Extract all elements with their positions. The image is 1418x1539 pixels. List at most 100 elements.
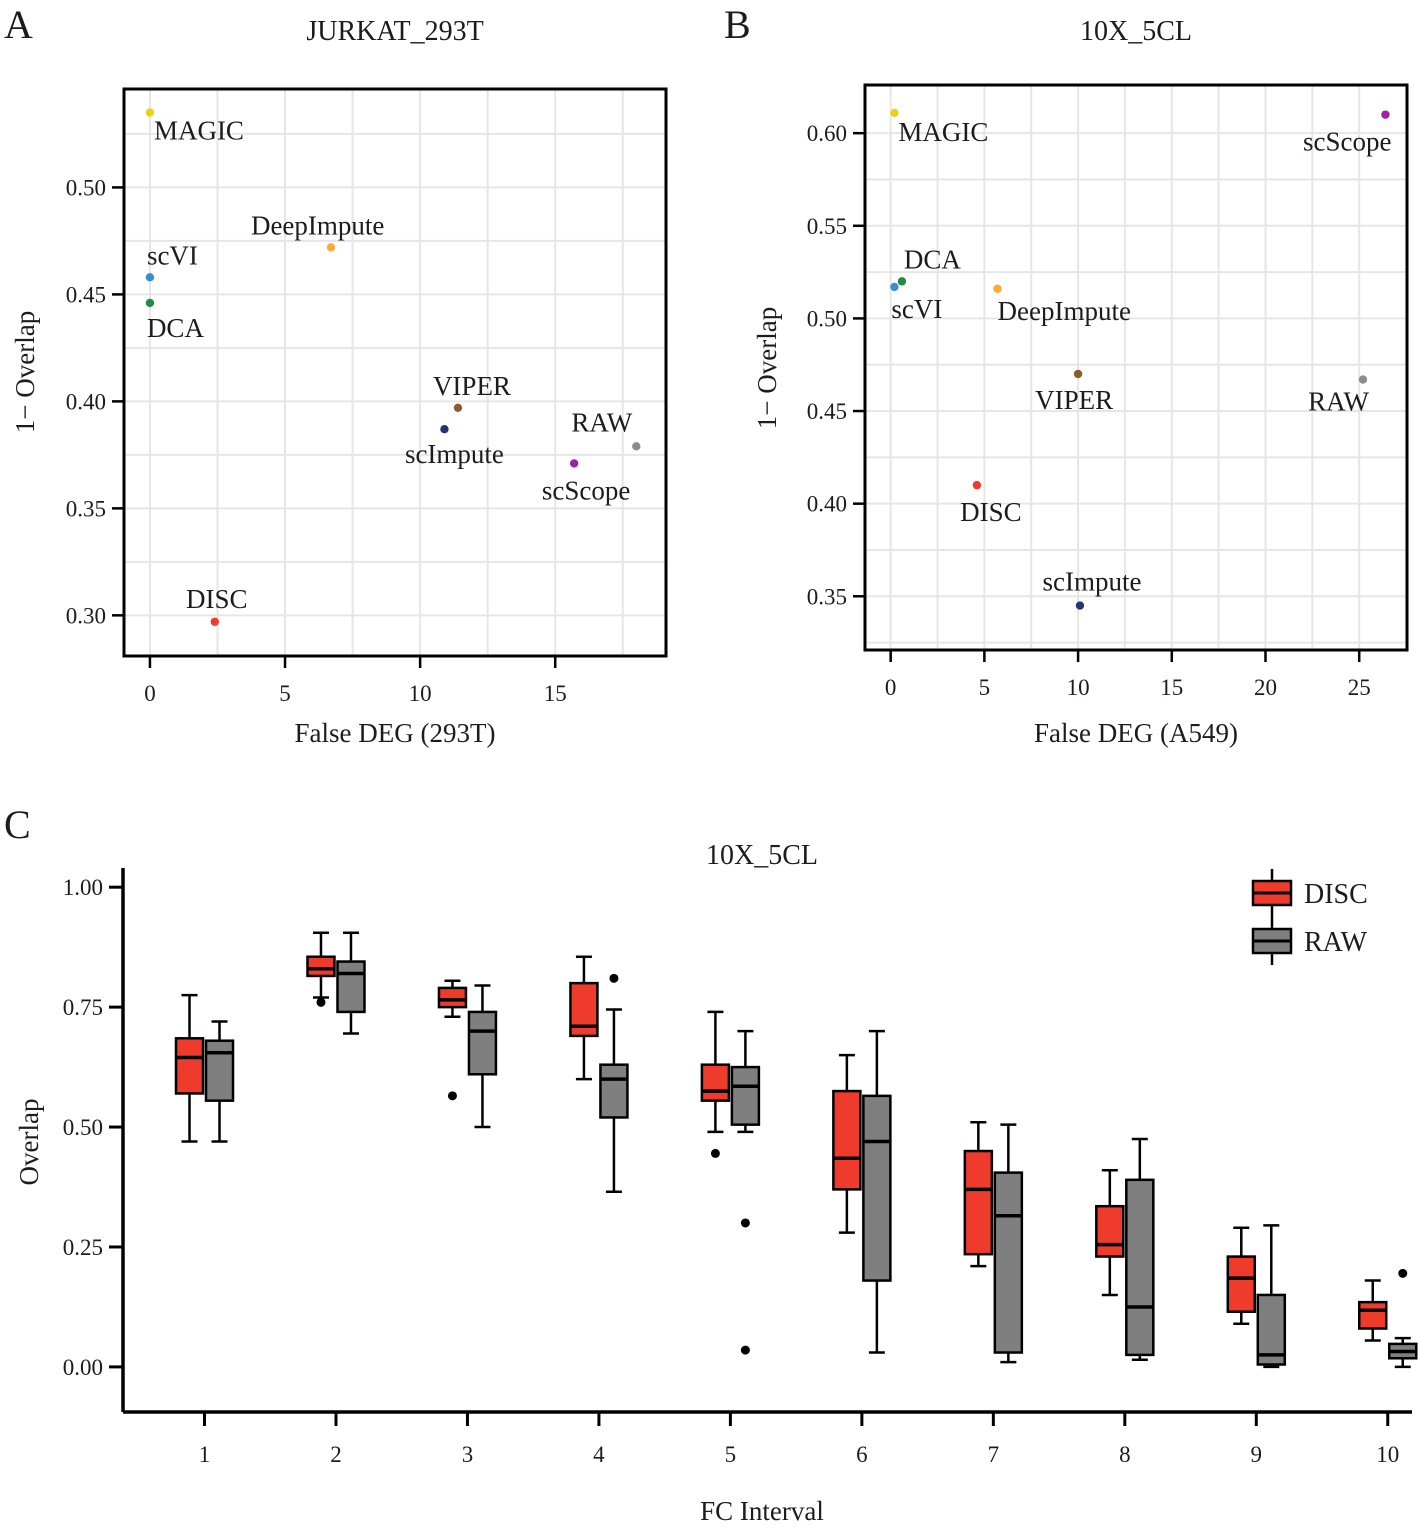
scatter-point-DeepImpute xyxy=(993,284,1002,293)
point-label-DeepImpute: DeepImpute xyxy=(251,210,384,240)
box-raw-9 xyxy=(1256,1224,1287,1369)
panel-a-plot: 0 5 10 15 0.30 0.35 0.40 0.45 0.50 MAGIC scVI DCA De… xyxy=(66,87,668,706)
y-tick-label: 0.35 xyxy=(66,496,106,521)
box-iqr xyxy=(832,1089,862,1191)
panel-c-yaxis-title: Overlap xyxy=(14,1099,44,1186)
scatter-point-scImpute xyxy=(440,425,449,434)
panel-b: B 10X_5CL 0 5 10 15 20 25 0.35 0.40 0.45 0.50 0.55… xyxy=(724,2,1409,748)
box-iqr xyxy=(1256,1293,1287,1366)
panel-a-title: JURKAT_293T xyxy=(306,16,483,47)
box-iqr xyxy=(1125,1178,1155,1357)
x-tick-label: 9 xyxy=(1251,1442,1263,1467)
x-tick-label: 5 xyxy=(279,681,291,706)
x-tick-label: 15 xyxy=(544,681,567,706)
point-label-scVI: scVI xyxy=(891,294,942,324)
panel-c-xaxis-title: FC Interval xyxy=(700,1496,824,1526)
panel-c-plot: 0.00 0.25 0.50 0.75 1.00 1 2 3 4 5 6 7 8 9 10 xyxy=(63,868,1418,1467)
box-iqr xyxy=(963,1149,994,1256)
panel-b-plot: 0 5 10 15 20 25 0.35 0.40 0.45 0.50 0.55 0.60 MAGIC s… xyxy=(807,83,1409,700)
panel-a-tag: A xyxy=(4,2,33,47)
scatter-point-DeepImpute xyxy=(326,243,336,252)
x-tick-label: 7 xyxy=(988,1442,1000,1467)
box-iqr xyxy=(204,1039,235,1102)
y-tick-label: 0.50 xyxy=(66,175,106,200)
box-disc-8 xyxy=(1095,1168,1125,1297)
legend-label-disc: DISC xyxy=(1304,879,1368,910)
box-iqr xyxy=(437,986,468,1009)
panel-c-title: 10X_5CL xyxy=(706,840,818,871)
x-tick-label: 15 xyxy=(1160,675,1183,700)
point-label-scImpute: scImpute xyxy=(1042,567,1141,597)
box-iqr xyxy=(174,1037,205,1095)
box-iqr xyxy=(599,1063,629,1119)
panel-b-tag: B xyxy=(724,2,751,47)
y-tick-label: 0.75 xyxy=(63,995,103,1020)
panel-c-legend: DISC RAW xyxy=(1251,869,1368,965)
x-tick-label: 2 xyxy=(330,1442,342,1467)
scatter-point-DISC xyxy=(972,480,982,490)
box-raw-1 xyxy=(204,1020,235,1143)
panel-b-title: 10X_5CL xyxy=(1080,16,1192,47)
point-label-scScope: scScope xyxy=(542,475,630,505)
legend-icon-disc xyxy=(1251,869,1293,917)
panel-a-xaxis-title: False DEG (293T) xyxy=(295,718,496,748)
box-iqr xyxy=(336,960,366,1014)
box-iqr xyxy=(862,1094,892,1282)
box-iqr xyxy=(730,1065,761,1126)
box-disc-7 xyxy=(963,1121,994,1268)
x-tick-label: 10 xyxy=(409,681,432,706)
point-label-VIPER: VIPER xyxy=(433,371,511,401)
scatter-point-scScope xyxy=(1381,110,1390,119)
box-raw-5 xyxy=(730,1029,761,1355)
scatter-point-scVI xyxy=(145,273,155,282)
point-label-DCA: DCA xyxy=(904,244,962,274)
point-label-DISC: DISC xyxy=(960,497,1022,527)
legend-boxplot-icons xyxy=(1251,869,1293,965)
box-disc-6 xyxy=(832,1053,862,1234)
panel-c-tag: C xyxy=(4,802,31,847)
box-iqr xyxy=(993,1171,1024,1354)
y-tick-label: 0.45 xyxy=(807,399,847,424)
y-tick-label: 0.30 xyxy=(66,603,106,628)
box-disc-3 xyxy=(437,979,468,1101)
box-iqr xyxy=(1226,1255,1257,1313)
y-tick-label: 0.45 xyxy=(66,282,106,307)
outlier-dot xyxy=(316,997,326,1007)
scatter-point-MAGIC xyxy=(890,108,899,117)
point-label-DCA: DCA xyxy=(147,313,205,343)
scatter-point-scVI xyxy=(890,282,899,292)
box-raw-3 xyxy=(467,984,498,1129)
box-raw-2 xyxy=(336,931,366,1035)
outlier-dot xyxy=(447,1091,457,1101)
x-tick-label: 6 xyxy=(856,1442,868,1467)
x-tick-label: 5 xyxy=(725,1442,737,1467)
x-tick-label: 5 xyxy=(979,675,991,700)
box-disc-2 xyxy=(306,931,336,1007)
point-label-RAW: RAW xyxy=(1308,387,1369,417)
point-label-MAGIC: MAGIC xyxy=(154,116,244,146)
scatter-point-scImpute xyxy=(1075,601,1085,610)
y-tick-label: 0.40 xyxy=(807,492,847,517)
y-tick-label: 0.55 xyxy=(807,214,847,239)
x-tick-label: 8 xyxy=(1119,1442,1131,1467)
scatter-point-DISC xyxy=(210,617,219,626)
scatter-point-RAW xyxy=(632,442,641,451)
y-tick-label: 1.00 xyxy=(63,875,103,900)
point-label-RAW: RAW xyxy=(571,407,632,437)
x-tick-label: 20 xyxy=(1254,675,1277,700)
box-disc-10 xyxy=(1358,1279,1388,1342)
scatter-point-scScope xyxy=(569,459,579,468)
box-raw-10 xyxy=(1388,1268,1418,1369)
y-tick-label: 0.60 xyxy=(807,121,847,146)
panel-b-yaxis-title: 1− Overlap xyxy=(752,307,782,429)
box-disc-5 xyxy=(700,1010,731,1158)
box-raw-4 xyxy=(599,973,629,1194)
x-tick-label: 0 xyxy=(144,681,156,706)
box-iqr xyxy=(700,1063,731,1102)
x-tick-label: 1 xyxy=(199,1442,211,1467)
panel-b-xaxis-title: False DEG (A549) xyxy=(1034,718,1238,748)
panel-a: A JURKAT_293T 0 5 10 15 0.30 0.35 0.40 0.45 0.50… xyxy=(4,2,668,748)
x-tick-label: 0 xyxy=(885,675,897,700)
